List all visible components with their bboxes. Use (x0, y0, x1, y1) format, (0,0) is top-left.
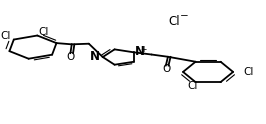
Text: O: O (162, 64, 171, 74)
Text: N: N (90, 50, 99, 63)
Text: Cl: Cl (39, 27, 49, 37)
Text: +: + (140, 45, 146, 54)
Text: Cl: Cl (187, 81, 198, 91)
Text: −: − (180, 11, 188, 21)
Text: N: N (135, 45, 145, 58)
Text: O: O (67, 52, 75, 62)
Text: Cl: Cl (169, 15, 180, 28)
Text: Cl: Cl (243, 67, 253, 77)
Text: Cl: Cl (1, 31, 11, 41)
